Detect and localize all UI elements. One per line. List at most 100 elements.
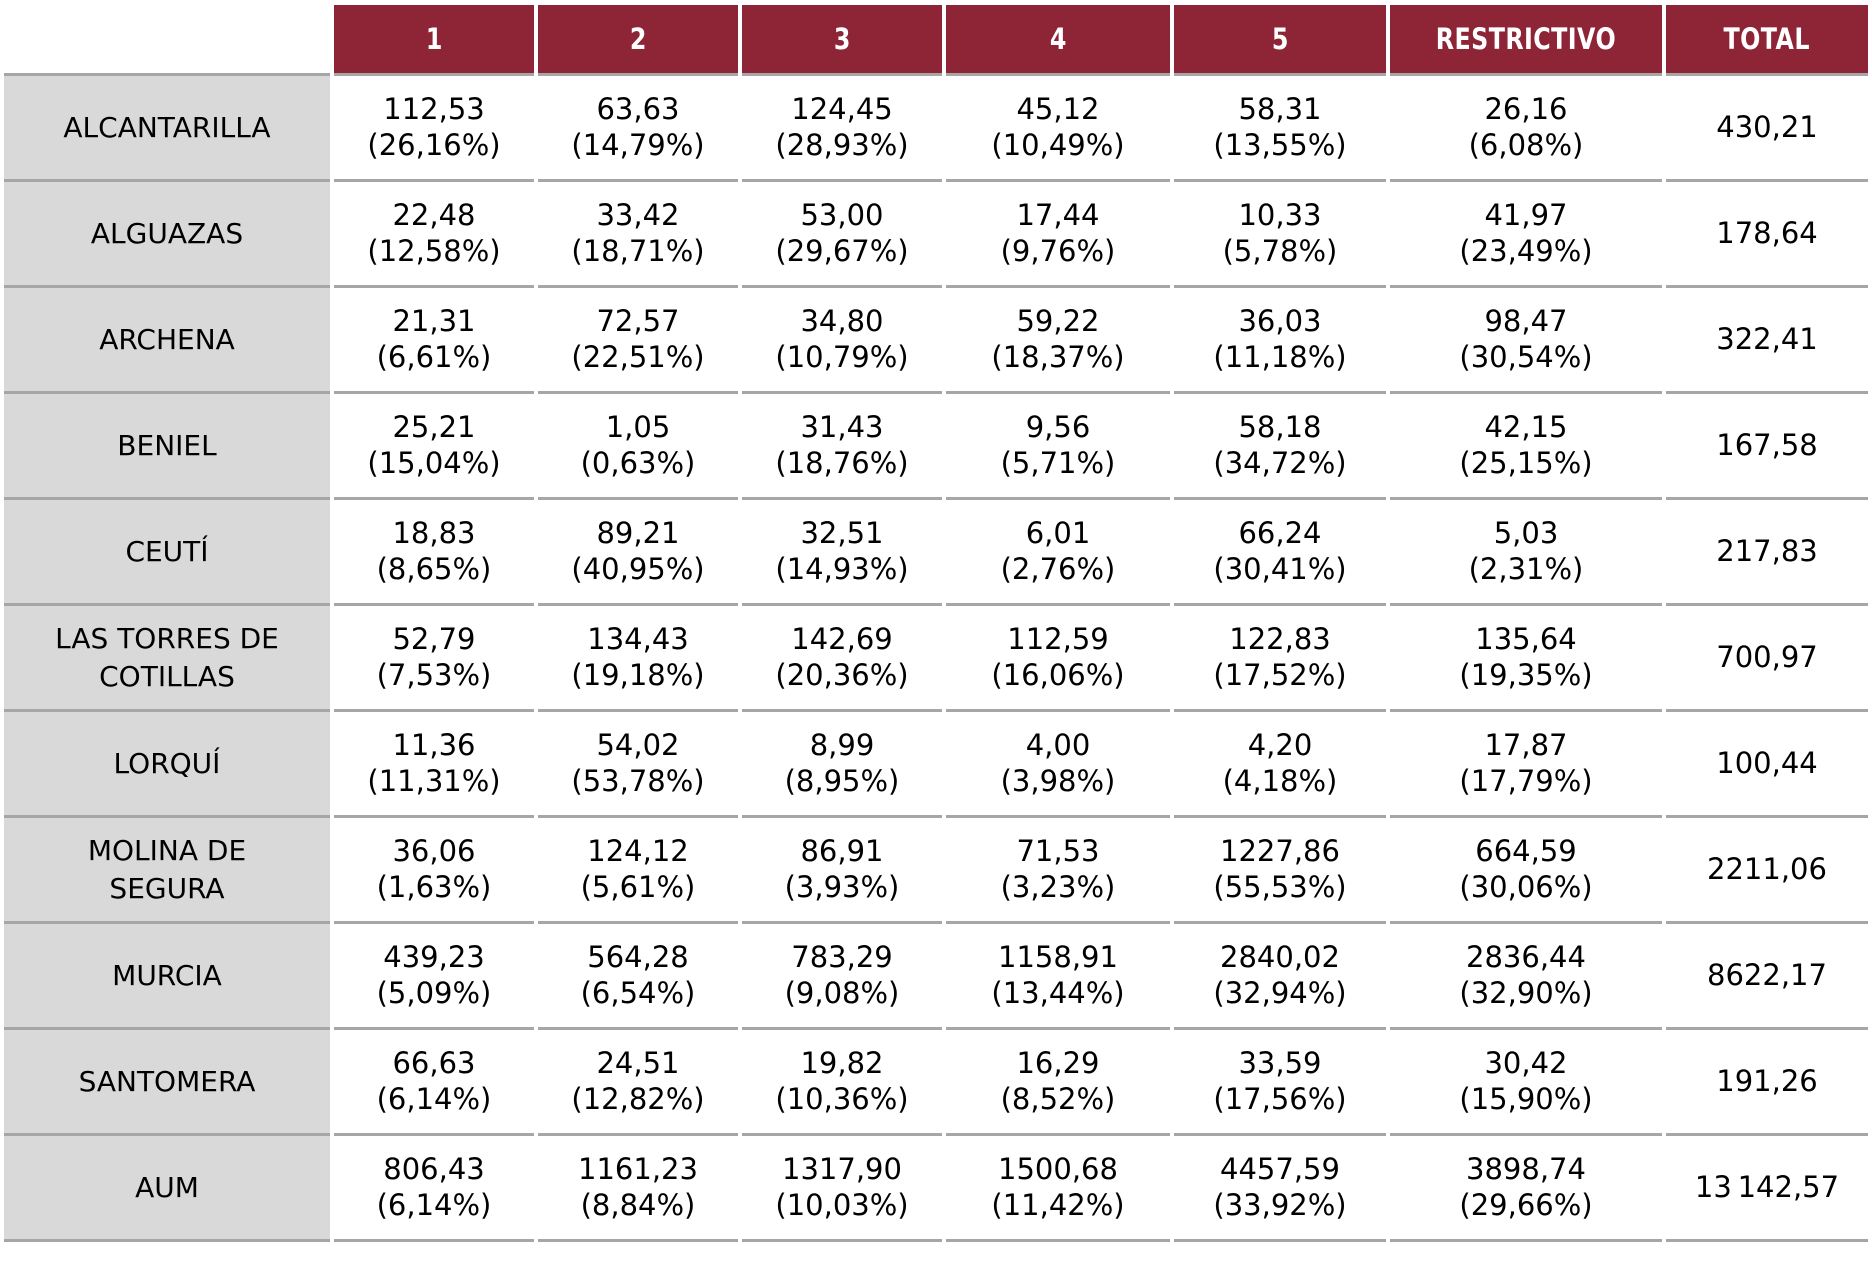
- column-header-label: 3: [833, 22, 851, 56]
- value-cell: 112,59 (16,06%): [946, 606, 1170, 712]
- cell-percent: (10,79%): [775, 339, 909, 374]
- row-label: SANTOMERA: [4, 1030, 330, 1136]
- cell-value: 53,00: [800, 197, 884, 232]
- value-cell: 112,53 (26,16%): [334, 76, 534, 182]
- cell-value: 135,64: [1475, 621, 1577, 656]
- value-cell: 25,21 (15,04%): [334, 394, 534, 500]
- value-cell: 16,29 (8,52%): [946, 1030, 1170, 1136]
- cell-percent: (14,93%): [775, 551, 909, 586]
- cell-percent: (3,23%): [1000, 869, 1116, 904]
- value-cell: 664,59 (30,06%): [1390, 818, 1662, 924]
- cell-value: 564,28: [587, 939, 689, 974]
- cell-percent: (7,53%): [376, 657, 492, 692]
- cell-percent: (8,52%): [1000, 1081, 1116, 1116]
- cell-percent: (18,71%): [571, 233, 705, 268]
- table-row: LORQUÍ 11,36 (11,31%) 54,02 (53,78%) 8,99 (8,9…: [4, 712, 1868, 818]
- cell-value: 89,21: [596, 515, 680, 550]
- cell-value: 42,15: [1484, 409, 1568, 444]
- cell-percent: (15,04%): [367, 445, 501, 480]
- cell-value: 36,03: [1238, 303, 1322, 338]
- total-cell: 178,64: [1666, 182, 1868, 288]
- value-cell: 1,05 (0,63%): [538, 394, 738, 500]
- cell-value: 2836,44: [1466, 939, 1586, 974]
- value-cell: 8,99 (8,95%): [742, 712, 942, 818]
- cell-value: 806,43: [383, 1151, 485, 1186]
- column-header-label: 2: [629, 22, 647, 56]
- corner-cell: [4, 5, 330, 76]
- table-row: ALCANTARILLA 112,53 (26,16%) 63,63 (14,79%) 1…: [4, 76, 1868, 182]
- column-header-4: 4: [946, 5, 1170, 76]
- cell-percent: (11,31%): [367, 763, 501, 798]
- cell-percent: (5,09%): [376, 975, 492, 1010]
- row-label: LORQUÍ: [4, 712, 330, 818]
- value-cell: 24,51 (12,82%): [538, 1030, 738, 1136]
- cell-value: 41,97: [1484, 197, 1568, 232]
- cell-value: 33,42: [596, 197, 680, 232]
- cell-value: 71,53: [1016, 833, 1100, 868]
- value-cell: 4457,59 (33,92%): [1174, 1136, 1386, 1242]
- cell-value: 11,36: [392, 727, 476, 762]
- cell-percent: (15,90%): [1459, 1081, 1593, 1116]
- cell-value: 30,42: [1484, 1045, 1568, 1080]
- cell-value: 8,99: [809, 727, 875, 762]
- cell-percent: (32,90%): [1459, 975, 1593, 1010]
- cell-value: 10,33: [1238, 197, 1322, 232]
- cell-percent: (22,51%): [571, 339, 705, 374]
- value-cell: 72,57 (22,51%): [538, 288, 738, 394]
- cell-percent: (3,93%): [784, 869, 900, 904]
- cell-percent: (6,08%): [1468, 127, 1584, 162]
- table-row: LAS TORRES DE COTILLAS 52,79 (7,53%) 134,43…: [4, 606, 1868, 712]
- column-header-label: 4: [1049, 22, 1067, 56]
- row-label: MOLINA DE SEGURA: [4, 818, 330, 924]
- cell-percent: (32,94%): [1213, 975, 1347, 1010]
- total-cell: 100,44: [1666, 712, 1868, 818]
- cell-value: 52,79: [392, 621, 476, 656]
- table-row: AUM 806,43 (6,14%) 1161,23 (8,84%) 1317,90 (10…: [4, 1136, 1868, 1242]
- value-cell: 98,47 (30,54%): [1390, 288, 1662, 394]
- value-cell: 33,42 (18,71%): [538, 182, 738, 288]
- column-header-label: 5: [1271, 22, 1289, 56]
- cell-percent: (28,93%): [775, 127, 909, 162]
- value-cell: 21,31 (6,61%): [334, 288, 534, 394]
- cell-percent: (13,55%): [1213, 127, 1347, 162]
- cell-value: 98,47: [1484, 303, 1568, 338]
- value-cell: 41,97 (23,49%): [1390, 182, 1662, 288]
- value-cell: 135,64 (19,35%): [1390, 606, 1662, 712]
- cell-value: 6,01: [1025, 515, 1091, 550]
- cell-percent: (6,14%): [376, 1187, 492, 1222]
- cell-value: 142,69: [791, 621, 893, 656]
- cell-value: 9,56: [1025, 409, 1091, 444]
- cell-percent: (8,84%): [580, 1187, 696, 1222]
- row-label: ALGUAZAS: [4, 182, 330, 288]
- cell-percent: (6,14%): [376, 1081, 492, 1116]
- cell-value: 17,44: [1016, 197, 1100, 232]
- value-cell: 124,45 (28,93%): [742, 76, 942, 182]
- cell-value: 4457,59: [1220, 1151, 1340, 1186]
- total-cell: 191,26: [1666, 1030, 1868, 1136]
- column-header-label: RESTRICTIVO: [1435, 22, 1617, 56]
- cell-percent: (30,41%): [1213, 551, 1347, 586]
- value-cell: 2836,44 (32,90%): [1390, 924, 1662, 1030]
- cell-percent: (16,06%): [991, 657, 1125, 692]
- total-cell: 167,58: [1666, 394, 1868, 500]
- value-cell: 32,51 (14,93%): [742, 500, 942, 606]
- table-header: 1 2 3 4 5 RESTRICTIVO TOTAL: [4, 5, 1868, 76]
- cell-percent: (6,61%): [376, 339, 492, 374]
- value-cell: 42,15 (25,15%): [1390, 394, 1662, 500]
- cell-percent: (10,49%): [991, 127, 1125, 162]
- cell-value: 16,29: [1016, 1045, 1100, 1080]
- table-row: MOLINA DE SEGURA 36,06 (1,63%) 124,12 (5,61%…: [4, 818, 1868, 924]
- value-cell: 22,48 (12,58%): [334, 182, 534, 288]
- value-cell: 66,24 (30,41%): [1174, 500, 1386, 606]
- cell-value: 783,29: [791, 939, 893, 974]
- value-cell: 31,43 (18,76%): [742, 394, 942, 500]
- cell-value: 22,48: [392, 197, 476, 232]
- cell-value: 32,51: [800, 515, 884, 550]
- cell-percent: (9,76%): [1000, 233, 1116, 268]
- cell-value: 664,59: [1475, 833, 1577, 868]
- cell-percent: (5,61%): [580, 869, 696, 904]
- table-row: MURCIA 439,23 (5,09%) 564,28 (6,54%) 783,29 (9…: [4, 924, 1868, 1030]
- cell-value: 124,12: [587, 833, 689, 868]
- column-header-total: TOTAL: [1666, 5, 1868, 76]
- column-header-label: TOTAL: [1723, 22, 1811, 56]
